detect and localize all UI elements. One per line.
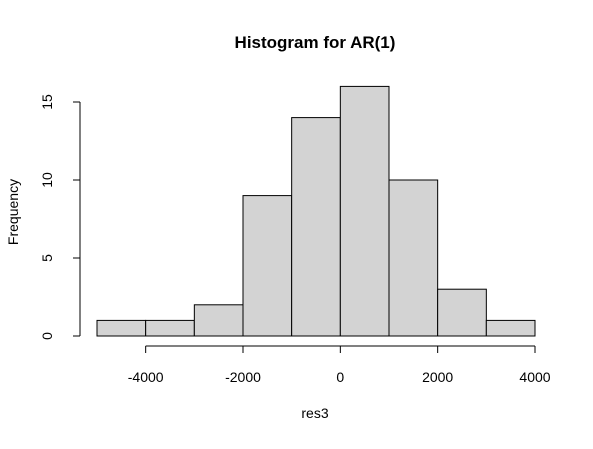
histogram-bar [388, 179, 439, 337]
y-axis: 0 5 10 15 [39, 94, 81, 340]
histogram-bar [242, 195, 293, 337]
y-tick-label: 5 [39, 254, 55, 262]
histogram-bar [485, 319, 536, 337]
histogram-bars [96, 85, 536, 337]
chart-title: Histogram for AR(1) [235, 33, 396, 52]
x-tick-label: -2000 [225, 369, 261, 385]
x-tick-label: -4000 [128, 369, 164, 385]
histogram-bar [339, 85, 390, 337]
histogram-bar [437, 288, 487, 337]
histogram-bar [145, 319, 195, 337]
y-axis-label: Frequency [5, 179, 21, 245]
histogram-bar [193, 304, 244, 337]
x-tick-label: 4000 [519, 369, 550, 385]
x-tick-label: 2000 [422, 369, 453, 385]
y-tick-label: 0 [39, 332, 55, 340]
histogram-bar [96, 319, 147, 337]
y-tick-label: 15 [39, 94, 55, 110]
x-axis-label: res3 [301, 405, 328, 421]
x-axis: -4000 -2000 0 2000 4000 [128, 345, 551, 385]
y-tick-label: 10 [39, 172, 55, 188]
histogram-bar [291, 117, 341, 337]
x-tick-label: 0 [336, 369, 344, 385]
